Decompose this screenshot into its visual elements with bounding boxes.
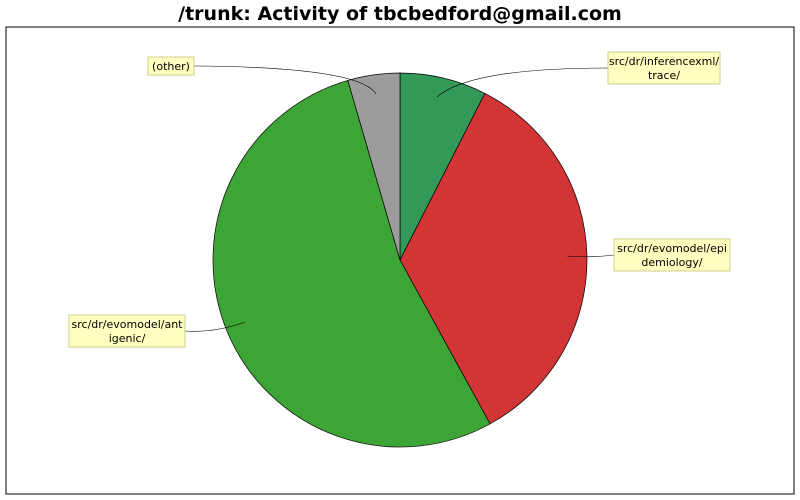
slice-label-text: (other) [152,60,190,73]
label-leader-line-2 [566,254,615,258]
pie-slice-3 [212,79,491,448]
slice-label-text: src/dr/evomodel/epi [617,242,727,255]
slice-label-text: igenic/ [109,332,146,345]
slice-label-box [147,56,195,76]
slice-label-text: src/dr/inferencexml/ [609,55,720,68]
chart-title: /trunk: Activity of tbcbedford@gmail.com [178,3,622,25]
label-leader-line-1 [436,67,609,98]
slice-label-box [613,238,731,272]
label-leader-line-4 [193,65,377,95]
slice-label-box [607,51,721,85]
slice-label-text: demiology/ [641,256,703,269]
label-leader-line-3 [184,321,246,332]
pie-slice-4 [347,72,401,261]
slice-label-text: trace/ [648,69,680,82]
slices-layer [212,72,588,448]
slice-label-box [68,314,186,348]
slice-label-text: src/dr/evomodel/ant [72,318,184,331]
slice-label-4: (other) [147,56,195,76]
labels-layer: src/dr/inferencexml/trace/src/dr/evomode… [68,51,731,348]
slice-label-1: src/dr/inferencexml/trace/ [607,51,721,85]
